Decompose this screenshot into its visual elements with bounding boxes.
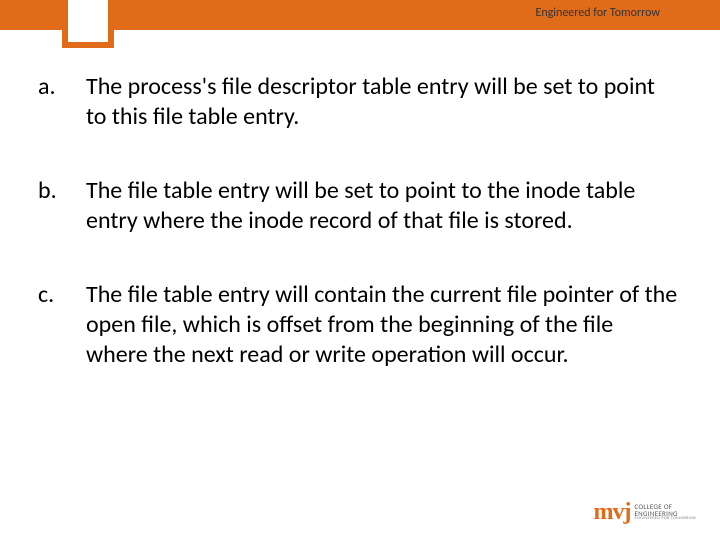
- list-text: The file table entry will contain the cu…: [86, 280, 678, 370]
- header-notch: [62, 0, 114, 48]
- list-item: b. The file table entry will be set to p…: [38, 176, 678, 236]
- logo-mark: mvj: [593, 499, 630, 526]
- list-item: a. The process's file descriptor table e…: [38, 72, 678, 132]
- list-text: The process's file descriptor table entr…: [86, 72, 678, 132]
- list-marker: b.: [38, 176, 86, 236]
- list-text: The file table entry will be set to poin…: [86, 176, 678, 236]
- footer-logo: mvj COLLEGE OF ENGINEERING ENGINEERED FO…: [593, 499, 696, 526]
- list-item: c. The file table entry will contain the…: [38, 280, 678, 370]
- list-marker: c.: [38, 280, 86, 370]
- tagline: Engineered for Tomorrow: [535, 6, 660, 20]
- list-marker: a.: [38, 72, 86, 132]
- content-list: a. The process's file descriptor table e…: [38, 72, 678, 414]
- logo-sub: ENGINEERED FOR TOMORROW: [634, 517, 696, 522]
- logo-text: COLLEGE OF ENGINEERING ENGINEERED FOR TO…: [634, 503, 696, 522]
